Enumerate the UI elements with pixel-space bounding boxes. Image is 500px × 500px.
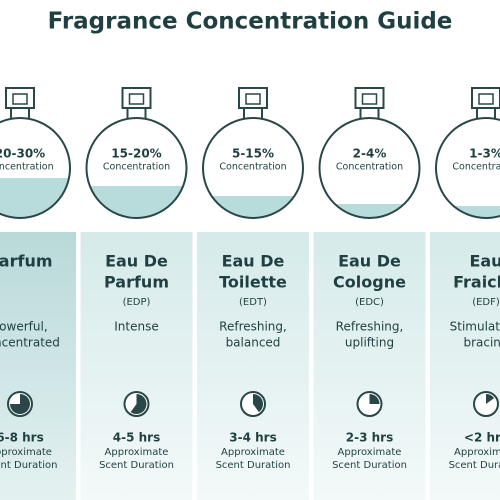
duration-label: Scent Duration [216, 460, 291, 471]
description: balanced [226, 336, 281, 350]
bottle [435, 87, 500, 219]
description: Powerful, [0, 320, 48, 334]
duration-label: Approximate [0, 447, 52, 458]
description: Stimulating, [450, 320, 500, 334]
clock-wedge [253, 394, 263, 413]
type-name: Parfum [0, 252, 53, 271]
bottle-cap-inner [478, 93, 494, 105]
type-name: Fraiche [453, 273, 500, 292]
type-name: Eau De [222, 252, 285, 271]
column-panel [430, 232, 500, 500]
concentration: 1-3% [469, 147, 500, 161]
bottle-body [319, 118, 420, 218]
bottle-cap-inner [12, 93, 28, 105]
description: bracing [463, 336, 500, 350]
description: Refreshing, [219, 320, 287, 334]
column-panel [0, 232, 76, 500]
abbreviation: (EDT) [239, 297, 267, 308]
clock-wedge [369, 394, 380, 404]
bottle-outline [0, 117, 71, 219]
type-name: Eau [469, 252, 500, 271]
abbreviation: (EDC) [355, 297, 384, 308]
bottle-outline [318, 117, 421, 219]
duration-label: Scent Duration [332, 460, 407, 471]
type-name: Eau De [105, 252, 168, 271]
abbreviation: (EDF) [472, 297, 500, 308]
column-panel [80, 232, 193, 500]
duration-label: Approximate [105, 447, 169, 458]
duration-label: Approximate [221, 447, 285, 458]
concentration: 15-20% [111, 147, 161, 161]
bottle-cap [5, 87, 35, 109]
concentration-label: Concentration [452, 162, 500, 173]
clock-wedge [10, 394, 30, 414]
clock-wedge [130, 394, 147, 415]
duration-label: Scent Duration [449, 460, 500, 471]
concentration: 2-4% [353, 147, 387, 161]
duration: 6-8 hrs [0, 431, 44, 445]
description: Intense [114, 320, 158, 334]
bottle-cap-inner [361, 93, 378, 105]
type-name: Parfum [104, 273, 169, 292]
duration-label: Approximate [338, 447, 402, 458]
duration: 2-3 hrs [346, 431, 393, 445]
column-panel [197, 232, 309, 500]
duration: <2 hrs [464, 431, 500, 445]
duration: 4-5 hrs [113, 431, 160, 445]
description: uplifting [345, 336, 394, 350]
bottle-cap-inner [128, 93, 145, 105]
bottle-body [436, 118, 500, 218]
type-name: Eau De [338, 252, 401, 271]
duration-label: Approximate [454, 447, 500, 458]
duration-label: Scent Duration [99, 460, 174, 471]
column-panel [313, 232, 426, 500]
description: Refreshing, [336, 320, 404, 334]
bottle-body [203, 118, 303, 218]
bottle-outline [435, 117, 500, 219]
concentration-label: Concentration [336, 162, 403, 173]
type-name: Cologne [333, 273, 406, 292]
concentration-label: Concentration [219, 162, 286, 173]
concentration-label: Concentration [0, 162, 54, 173]
bottle-outline [85, 117, 188, 219]
description: concentrated [0, 336, 60, 350]
bottle-cap-inner [245, 93, 261, 105]
type-name: Toilette [219, 273, 287, 292]
duration-label: Scent Duration [0, 460, 57, 471]
concentration-label: Concentration [103, 162, 170, 173]
concentration: 20-30% [0, 147, 45, 161]
bottle-cap [471, 87, 500, 109]
bottle-cap [354, 87, 385, 109]
clock-wedge [486, 394, 495, 404]
bottle-cap [238, 87, 268, 109]
abbreviation: (EDP) [123, 297, 151, 308]
bottle-outline [202, 117, 304, 219]
duration: 3-4 hrs [229, 431, 276, 445]
title: Fragrance Concentration Guide [48, 9, 453, 35]
bottle-liquid [203, 196, 303, 218]
bottle-cap [121, 87, 152, 109]
concentration: 5-15% [232, 147, 274, 161]
